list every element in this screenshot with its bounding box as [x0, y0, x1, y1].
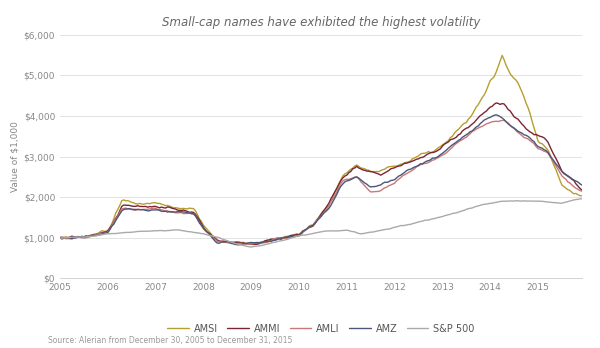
AMLI: [500, 118, 508, 122]
S&P 500: [248, 245, 255, 249]
AMMI: [459, 129, 466, 133]
AMMI: [269, 237, 277, 241]
AMSI: [289, 233, 296, 237]
AMMI: [289, 233, 296, 237]
Line: AMSI: AMSI: [60, 55, 586, 245]
AMZ: [459, 135, 466, 140]
AMZ: [236, 243, 243, 247]
Line: AMMI: AMMI: [60, 103, 586, 244]
AMSI: [269, 238, 277, 243]
AMLI: [56, 236, 64, 240]
AMSI: [582, 194, 589, 198]
AMZ: [548, 156, 556, 160]
AMLI: [582, 191, 589, 195]
S&P 500: [379, 228, 386, 232]
AMLI: [548, 157, 556, 161]
AMMI: [582, 191, 589, 196]
Text: Source: Alerian from December 30, 2005 to December 31, 2015: Source: Alerian from December 30, 2005 t…: [48, 335, 292, 345]
S&P 500: [56, 236, 64, 240]
AMLI: [554, 167, 562, 171]
AMZ: [493, 113, 500, 117]
AMSI: [548, 158, 556, 163]
AMLI: [289, 235, 296, 239]
AMZ: [56, 236, 64, 240]
S&P 500: [269, 240, 277, 245]
AMLI: [242, 242, 249, 246]
AMMI: [379, 172, 386, 176]
AMSI: [499, 53, 506, 57]
S&P 500: [547, 200, 554, 204]
AMMI: [493, 101, 500, 105]
Title: Small-cap names have exhibited the highest volatility: Small-cap names have exhibited the highe…: [162, 16, 480, 30]
AMLI: [379, 187, 386, 191]
AMZ: [289, 235, 296, 239]
AMSI: [459, 123, 466, 127]
Line: AMZ: AMZ: [60, 115, 586, 245]
Legend: AMSI, AMMI, AMLI, AMZ, S&P 500: AMSI, AMMI, AMLI, AMZ, S&P 500: [163, 320, 479, 338]
S&P 500: [582, 196, 589, 200]
AMZ: [269, 238, 277, 243]
S&P 500: [553, 200, 560, 205]
Line: S&P 500: S&P 500: [60, 198, 586, 247]
AMMI: [554, 160, 562, 165]
AMLI: [269, 238, 277, 242]
S&P 500: [289, 235, 296, 239]
AMSI: [250, 243, 257, 247]
AMLI: [459, 137, 466, 142]
AMZ: [379, 181, 386, 185]
AMZ: [582, 185, 589, 189]
AMSI: [554, 173, 562, 177]
AMMI: [251, 242, 259, 246]
AMMI: [56, 236, 64, 240]
Line: AMLI: AMLI: [60, 120, 586, 244]
Y-axis label: Value of $1,000: Value of $1,000: [10, 121, 19, 192]
AMZ: [554, 164, 562, 168]
S&P 500: [459, 209, 466, 213]
AMSI: [56, 235, 64, 239]
AMMI: [548, 149, 556, 153]
AMSI: [379, 168, 386, 172]
